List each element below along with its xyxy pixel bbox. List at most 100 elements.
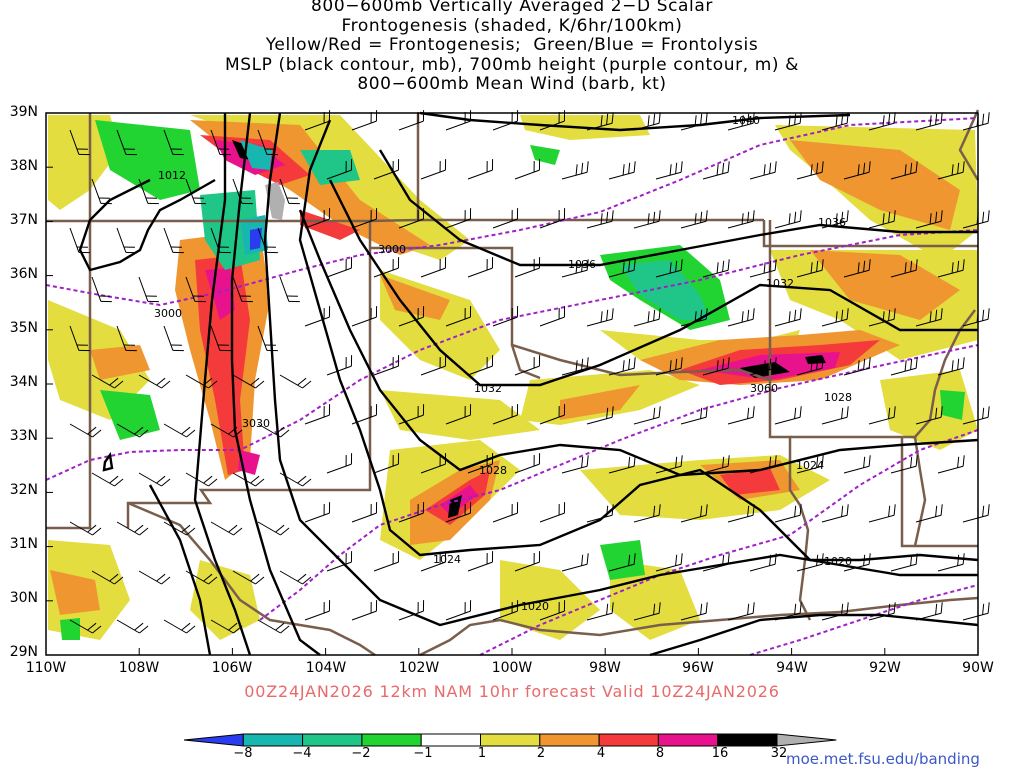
height-label: 3000	[154, 307, 182, 320]
lon-label: 108W	[118, 660, 160, 676]
border-co-south	[46, 218, 764, 223]
wind-barb	[915, 210, 943, 229]
wind-barb	[185, 178, 206, 205]
colorbar-label: 1	[477, 746, 487, 761]
wind-barb	[69, 521, 102, 536]
wind-barb	[937, 161, 965, 180]
wind-barb	[774, 406, 802, 425]
source-url[interactable]: moe.met.fsu.edu/banding	[786, 750, 980, 768]
shading-green-area	[530, 145, 560, 165]
wind-barb	[279, 178, 300, 205]
wind-barb	[373, 257, 400, 278]
shading-orange-area	[560, 385, 640, 420]
lon-label: 92W	[869, 660, 901, 676]
wind-barb	[774, 504, 802, 523]
wind-barb	[962, 602, 990, 621]
lon-label: 100W	[491, 660, 533, 676]
wind-barb	[69, 129, 90, 156]
wind-barb	[445, 600, 472, 621]
wind-barb	[163, 129, 184, 156]
wind-barb	[514, 257, 541, 278]
wind-barb	[821, 406, 849, 425]
wind-barb	[210, 129, 231, 156]
wind-barb	[257, 325, 278, 352]
colorbar-segment	[539, 733, 600, 747]
wind-barb	[633, 406, 661, 425]
shading-teal-area	[620, 260, 710, 320]
wind-barb	[279, 472, 312, 487]
shading-yellow-area	[880, 370, 978, 450]
wind-barb	[69, 423, 102, 438]
wind-barb	[279, 276, 300, 303]
wind-barb	[680, 602, 708, 621]
wind-barb	[727, 504, 755, 523]
wind-barb	[279, 374, 312, 389]
height-contours	[45, 117, 979, 656]
colorbar	[183, 733, 837, 747]
wind-barb	[890, 259, 918, 278]
colorbar-label: −4	[292, 746, 312, 761]
wind-barb	[116, 423, 149, 438]
wind-barb	[796, 357, 824, 376]
wind-barb	[843, 357, 871, 376]
wind-barb	[304, 600, 331, 621]
wind-barb	[232, 472, 265, 487]
wind-barb	[890, 553, 918, 572]
lat-label: 35N	[9, 320, 38, 336]
wind-barb	[608, 455, 636, 474]
wind-barb	[467, 355, 494, 376]
wind-barb	[91, 570, 124, 585]
lat-label: 37N	[9, 212, 38, 228]
shading-red-area	[195, 255, 250, 475]
wind-barb	[398, 502, 425, 523]
wind-barb	[163, 325, 184, 352]
wind-barb	[539, 502, 566, 523]
wind-barb	[749, 357, 777, 376]
height-contour-line	[45, 229, 979, 481]
wind-barb	[373, 355, 400, 376]
wind-barb	[774, 210, 802, 229]
wind-barb	[304, 502, 331, 523]
wind-barb	[185, 276, 206, 303]
wind-barb	[680, 406, 708, 425]
colorbar-segment	[657, 733, 719, 747]
wind-barb	[420, 159, 447, 180]
border-tn-ms	[958, 109, 980, 181]
title-line: Yellow/Red = Frontogenesis; Green/Blue =…	[265, 35, 759, 55]
wind-barb	[586, 308, 614, 327]
wind-barb	[749, 553, 777, 572]
wind-barb	[138, 178, 159, 205]
mslp-contours	[78, 111, 979, 657]
wind-barb	[586, 406, 614, 425]
colorbar-segment	[420, 733, 481, 747]
wind-barb	[304, 208, 331, 229]
wind-barb	[655, 161, 683, 180]
wind-barb	[467, 257, 494, 278]
wind-barb	[69, 619, 102, 634]
coastline-gulf	[419, 596, 979, 657]
wind-barb	[633, 504, 661, 523]
wind-barb	[749, 259, 777, 278]
wind-barb	[796, 553, 824, 572]
wind-barb	[116, 227, 137, 254]
title-line: 800−600mb Mean Wind (barb, kt)	[357, 74, 667, 94]
wind-barb	[586, 504, 614, 523]
colorbar-label: −2	[351, 746, 371, 761]
shading-orange-area	[50, 570, 100, 615]
shading-red-area	[720, 468, 780, 495]
wind-barb	[398, 600, 425, 621]
mslp-label: 1032	[474, 382, 502, 395]
wind-barb	[633, 210, 661, 229]
wind-barb	[890, 357, 918, 376]
wind-barb	[91, 276, 112, 303]
wind-barb	[796, 455, 824, 474]
wind-barb	[937, 553, 965, 572]
border-nm-tx	[126, 221, 372, 528]
wind-barb	[492, 110, 519, 131]
colorbar-label: −1	[413, 746, 433, 761]
colorbar-segment	[183, 733, 244, 747]
wind-barb	[821, 308, 849, 327]
wind-barb	[232, 178, 253, 205]
wind-barb	[445, 110, 472, 131]
wind-barb	[539, 404, 566, 425]
